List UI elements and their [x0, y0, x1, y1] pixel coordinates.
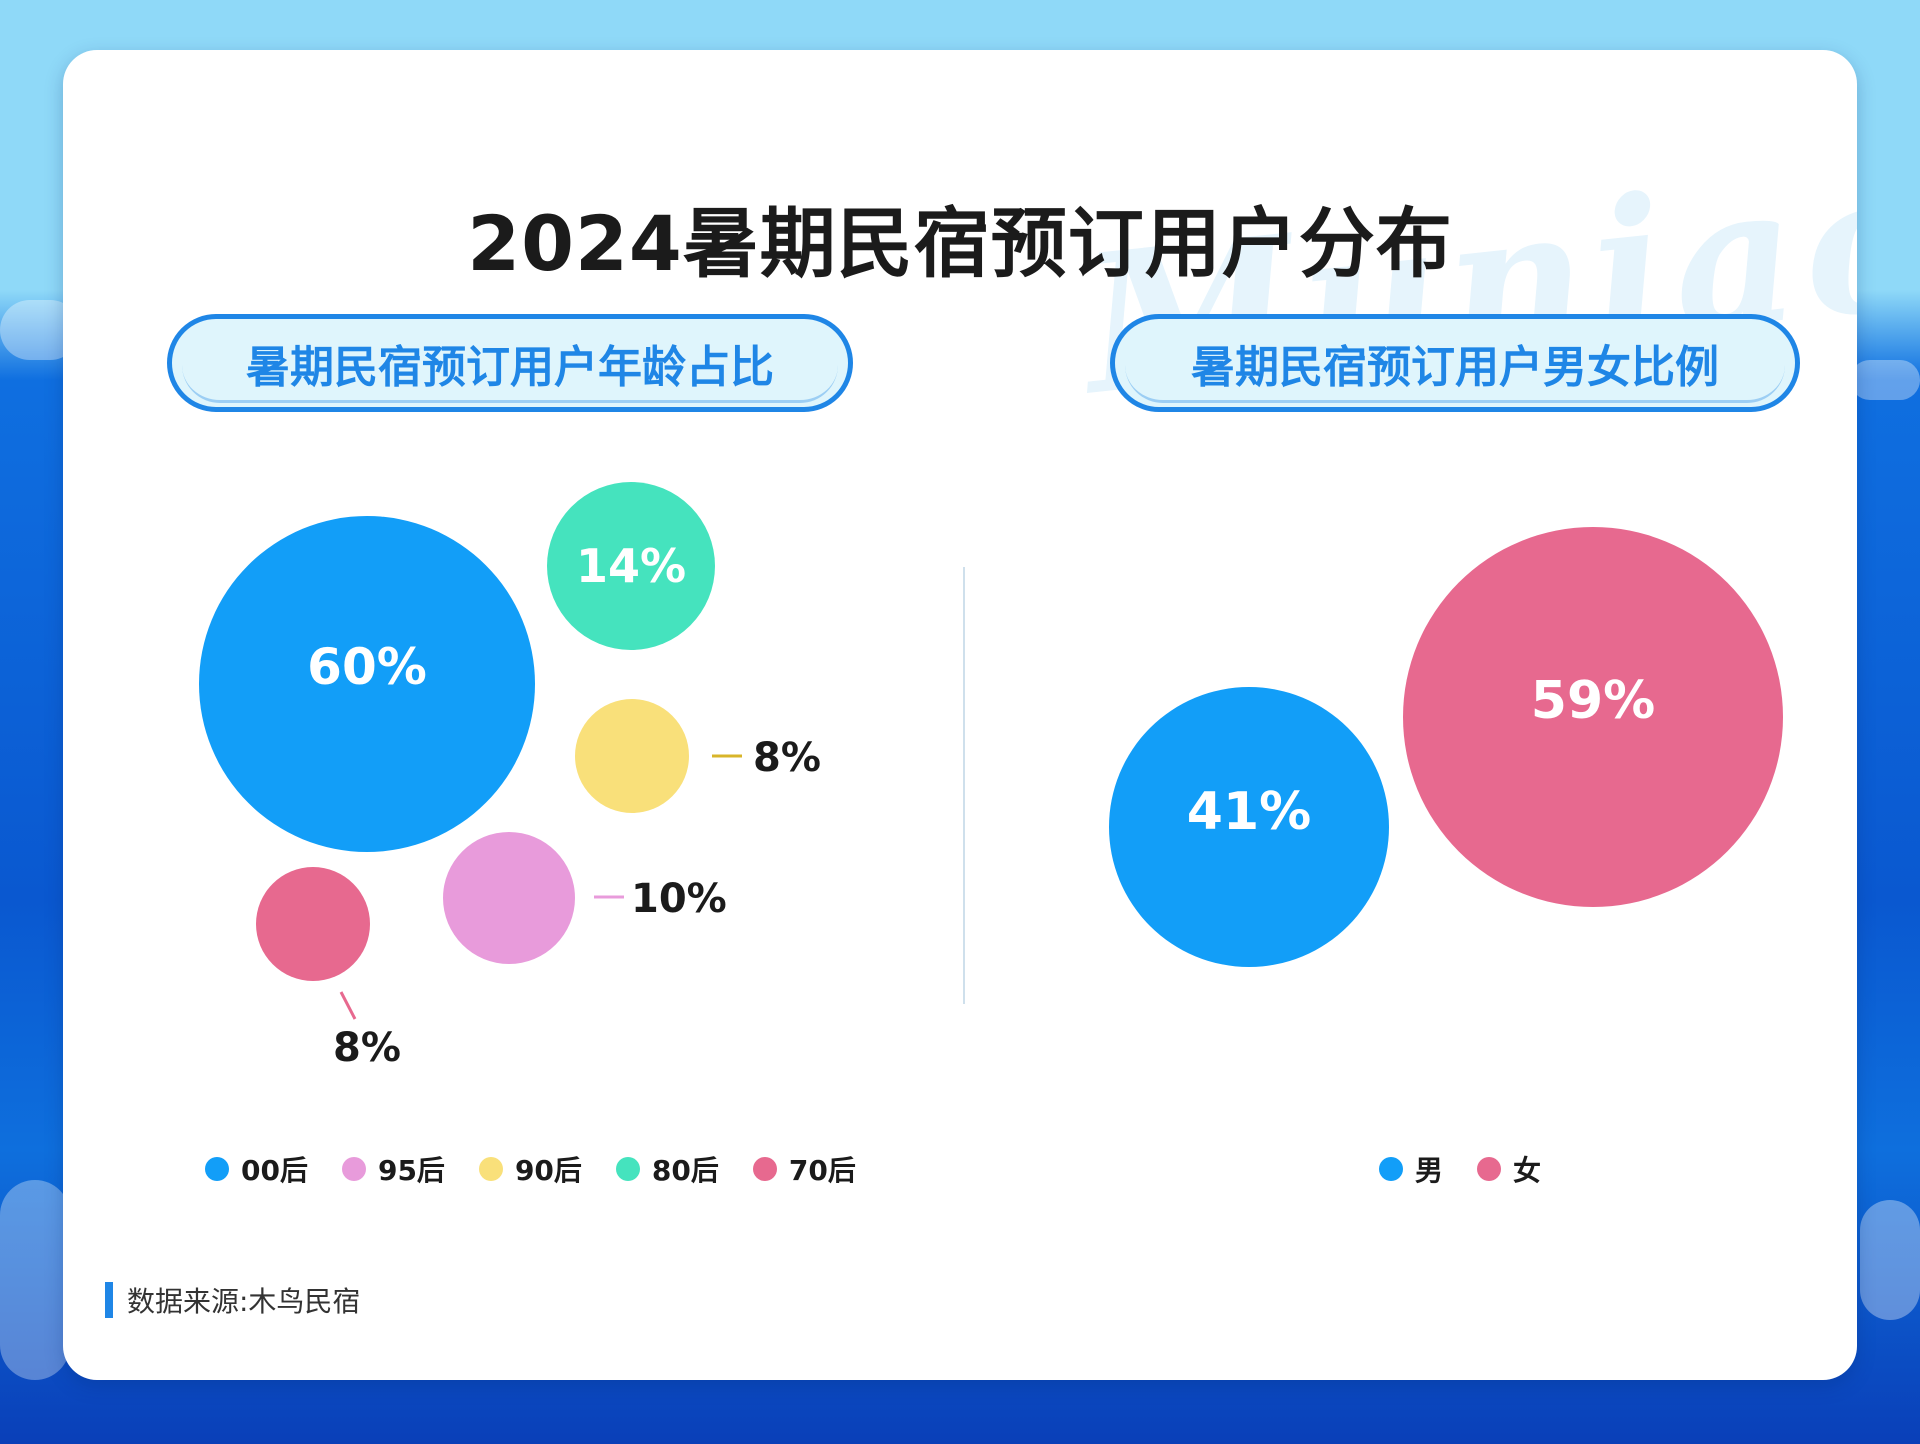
- data-label-male: 41%: [1187, 782, 1311, 842]
- background-stroke: [1850, 360, 1920, 400]
- leader-line-70: [339, 991, 357, 1020]
- gender-bubble-chart: 41% 59%: [1109, 527, 1783, 967]
- data-label-70: 8%: [333, 1025, 401, 1071]
- bubble-00: [199, 516, 535, 852]
- legend-item-70: 70后: [752, 1149, 856, 1189]
- bubble-female: [1403, 527, 1783, 907]
- data-label-female: 59%: [1531, 671, 1655, 731]
- data-label-90: 8%: [753, 735, 821, 781]
- legend-label-female: 女: [1513, 1154, 1542, 1187]
- source-accent-bar: [105, 1282, 113, 1318]
- bubble-70: [256, 867, 370, 981]
- legend-dot-female: [1477, 1157, 1502, 1181]
- bubble-90: [575, 699, 689, 813]
- bubble-charts: 60% 14% 8% 10% 8% 41% 59%: [199, 482, 1783, 1071]
- legend-item-00: 00后: [205, 1149, 308, 1189]
- legend-label-00: 00后: [241, 1154, 308, 1187]
- data-label-00: 60%: [307, 638, 427, 696]
- section-divider: [963, 567, 965, 1004]
- gender-legend: 男 女: [1379, 1149, 1541, 1189]
- legend-item-95: 95后: [341, 1149, 445, 1189]
- legend-label-male: 男: [1415, 1154, 1444, 1187]
- age-legend: 00后 95后 90后 80后 70后: [205, 1149, 856, 1189]
- gender-chart-title: 暑期民宿预订用户男女比例: [1110, 314, 1800, 412]
- legend-dot-95: [341, 1157, 366, 1181]
- source-text: 数据来源:木鸟民宿: [127, 1285, 361, 1318]
- infographic-card: Muniao 2024暑期民宿预订用户分布 暑期民宿预订用户年龄占比 暑期民宿预…: [63, 50, 1857, 1380]
- legend-dot-male: [1379, 1157, 1403, 1181]
- legend-label-70: 70后: [788, 1154, 856, 1187]
- legend-dot-00: [205, 1157, 229, 1181]
- bubble-male: [1109, 687, 1389, 967]
- bubble-95: [443, 832, 575, 964]
- legend-label-95: 95后: [377, 1154, 445, 1187]
- background-stroke: [1860, 1200, 1920, 1320]
- legend-item-90: 90后: [478, 1149, 582, 1189]
- legend-item-female: 女: [1477, 1149, 1541, 1189]
- page-title: 2024暑期民宿预订用户分布: [467, 199, 1453, 288]
- bubble-80: [547, 482, 715, 650]
- legend-label-80: 80后: [651, 1154, 719, 1187]
- data-source: 数据来源:木鸟民宿: [105, 1282, 360, 1318]
- data-label-80: 14%: [576, 539, 686, 593]
- legend-item-80: 80后: [615, 1149, 719, 1189]
- legend-dot-70: [752, 1157, 777, 1181]
- legend-item-male: 男: [1379, 1149, 1443, 1189]
- data-label-95: 10%: [631, 876, 727, 922]
- age-bubble-chart: 60% 14% 8% 10% 8%: [199, 482, 821, 1071]
- legend-dot-80: [615, 1157, 640, 1181]
- background-stroke: [0, 1180, 70, 1380]
- legend-label-90: 90后: [514, 1154, 582, 1187]
- legend-dot-90: [478, 1157, 503, 1181]
- age-chart-title: 暑期民宿预订用户年龄占比: [167, 314, 853, 412]
